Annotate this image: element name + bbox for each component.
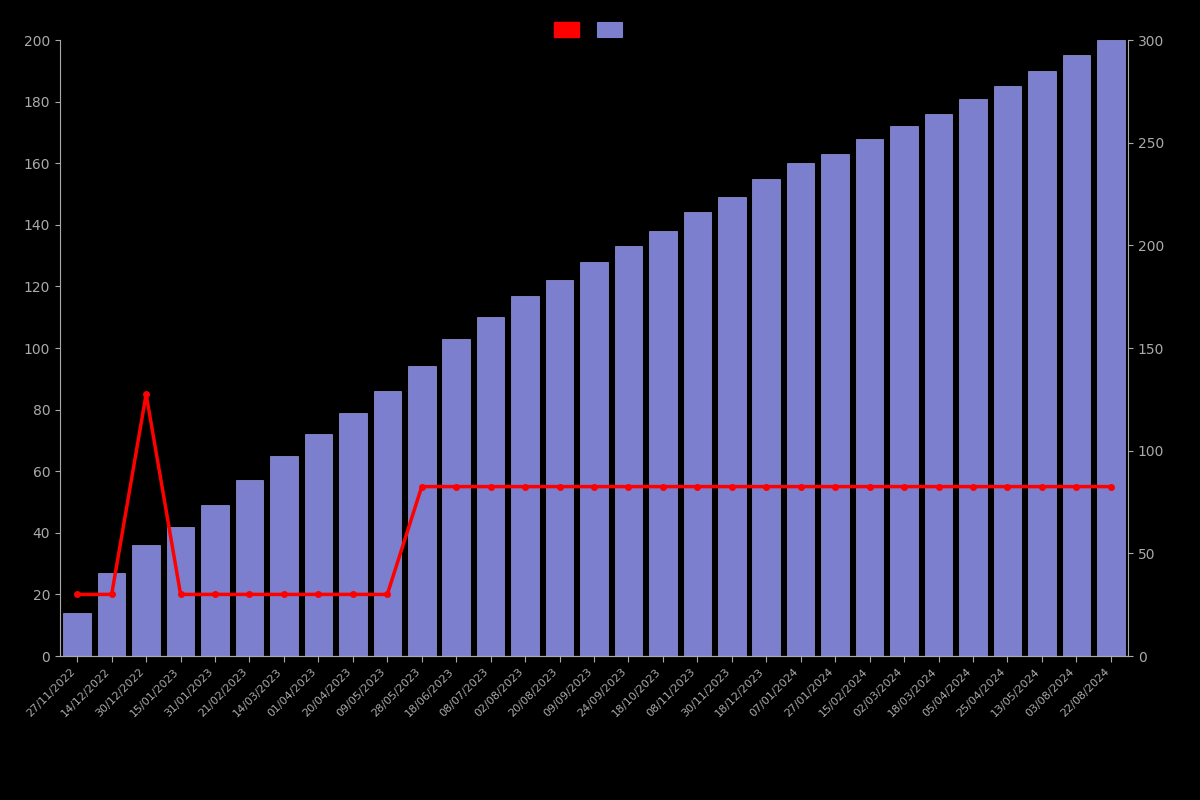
- Bar: [476, 318, 504, 656]
- Bar: [856, 138, 883, 656]
- Bar: [340, 413, 367, 656]
- Bar: [511, 296, 539, 656]
- Bar: [752, 178, 780, 656]
- Bar: [408, 366, 436, 656]
- Bar: [581, 262, 607, 656]
- Bar: [132, 545, 160, 656]
- Bar: [235, 481, 263, 656]
- Bar: [649, 231, 677, 656]
- Bar: [614, 246, 642, 656]
- Bar: [684, 213, 712, 656]
- Bar: [270, 456, 298, 656]
- Legend: , : ,: [554, 22, 634, 37]
- Bar: [373, 391, 401, 656]
- Bar: [787, 163, 815, 656]
- Bar: [167, 526, 194, 656]
- Bar: [1097, 40, 1124, 656]
- Bar: [305, 434, 332, 656]
- Bar: [959, 98, 986, 656]
- Bar: [890, 126, 918, 656]
- Bar: [98, 573, 126, 656]
- Bar: [994, 86, 1021, 656]
- Bar: [443, 338, 470, 656]
- Bar: [821, 154, 848, 656]
- Bar: [1028, 70, 1056, 656]
- Bar: [925, 114, 953, 656]
- Bar: [1062, 55, 1090, 656]
- Bar: [64, 613, 91, 656]
- Bar: [202, 505, 229, 656]
- Bar: [546, 280, 574, 656]
- Bar: [718, 197, 745, 656]
